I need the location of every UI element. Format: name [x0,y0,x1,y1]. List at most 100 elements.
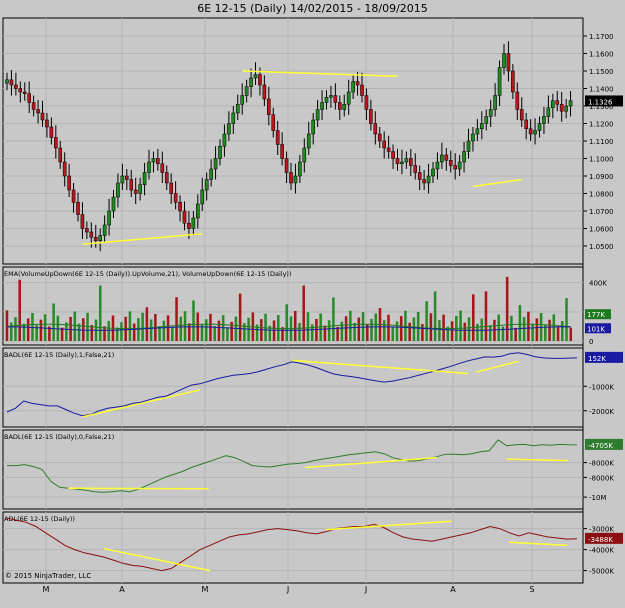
candle-down [54,137,58,149]
x-tick-label: J [364,585,367,594]
candle-down [31,102,36,110]
volume-bar-down [90,324,94,341]
candle-up [111,196,116,212]
candle-up [329,95,333,98]
volume-bar-up [306,312,310,341]
volume-bar-up [52,303,55,341]
candle-up [435,161,440,170]
volume-bar-up [268,325,272,341]
volume-bar-down [548,319,551,341]
volume-bar-down [166,315,170,341]
price-tick-label: 1.1400 [589,86,614,94]
upvolume-ema-line [6,323,571,330]
volume-bar-up [361,312,365,341]
candle-down [67,175,71,191]
volume-bar-up [77,323,81,341]
volume-bar-down [217,320,221,341]
candle-up [440,154,444,163]
candle-up [568,100,573,107]
last-value-badge [585,438,623,450]
volume-bar-up [395,321,399,341]
volume-bar-up [438,320,441,341]
candle-down [555,100,560,105]
volume-bar-down [5,310,9,341]
candle-down [27,93,31,103]
candle-down [160,163,165,173]
candle-down [258,74,262,86]
volume-bar-up [446,326,450,341]
downvolume-ema-line [7,326,571,331]
candle-down [156,158,160,164]
candle-down [417,172,422,180]
volume-bar-up [107,320,111,341]
candle-up [400,161,404,164]
volume-bar-down [175,297,178,341]
indicator-tick-label: -4000K [589,547,614,555]
last-value-label: -3488K [588,536,613,544]
candle-down [22,91,27,94]
trendline [82,233,203,245]
volume-bar-down [493,319,496,341]
volume-bar-down [408,322,411,341]
last-value-label: -4705K [588,442,613,450]
candle-down [125,175,129,180]
candle-up [240,95,244,105]
candle-down [444,154,449,161]
candle-down [382,140,386,149]
trendline [509,541,568,547]
volume-panel-title: EMA(VolumeUpDown(6E 12-15 (Daily)).UpVol… [4,270,292,278]
indicator-line-2 [6,352,578,417]
volume-bar-up [120,322,123,341]
volume-bar-up [370,318,373,341]
price-tick-label: 1.1500 [589,68,614,76]
volume-bar-down [187,323,191,341]
candle-up [537,123,542,131]
volume-bar-up [467,317,471,341]
candle-down [169,182,173,194]
candle-down [524,119,528,129]
x-tick-label: A [119,585,125,594]
volume-bar-up [391,326,395,341]
last-value-badge [585,532,623,544]
volume-badge-up [585,309,611,320]
candle-down [14,84,18,89]
volume-bar-up [552,314,556,341]
candle-down [49,126,54,138]
indicator-line-3 [7,439,578,493]
candle-up [235,104,240,114]
trendline [82,389,200,418]
volume-bar-down [514,327,517,341]
candle-up [142,172,147,185]
candle-down [386,147,391,152]
volume-bar-up [255,324,259,341]
volume-bar-up [476,323,479,341]
volume-bar-up [531,323,534,341]
price-tick-label: 1.1200 [589,121,614,129]
candle-up [502,53,506,68]
candle-up [151,158,156,163]
trendline [103,547,211,572]
candle-down [338,102,342,110]
volume-bar-up [56,315,60,341]
volume-bar-up [565,298,568,341]
volume-bar-up [183,311,187,341]
price-tick-label: 1.1600 [589,51,614,59]
trendline [305,456,437,469]
x-tick-label: S [529,585,534,594]
volume-bar-up [192,300,195,341]
candle-down [559,104,564,112]
candle-up [102,224,107,236]
candle-down [519,109,524,121]
x-tick-label: A [450,585,456,594]
volume-bar-down [18,279,21,341]
candle-down [80,214,85,229]
candle-down [133,189,138,194]
candle-down [391,151,395,159]
candle-up [191,217,196,229]
candle-down [173,193,178,203]
trendline [325,520,452,531]
price-tick-label: 1.1100 [589,138,614,146]
volume-bar-up [204,319,208,341]
candle-up [231,112,236,124]
